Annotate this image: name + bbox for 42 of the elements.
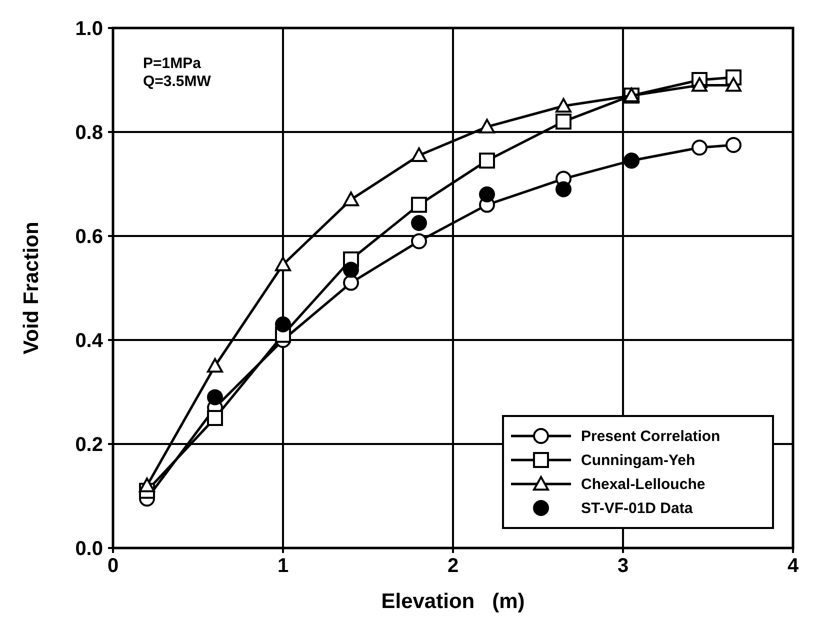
annotation: P=1MPa (143, 55, 202, 72)
point (207, 358, 223, 373)
x-tick-label: 0 (107, 555, 119, 577)
y-tick-label: 0.8 (75, 122, 103, 144)
legend-label: Cunningam-Yeh (581, 452, 696, 469)
point (275, 256, 291, 272)
y-axis-title: Void Fraction (20, 222, 43, 354)
point (556, 181, 572, 198)
y-tick-label: 1.0 (75, 18, 103, 40)
x-tick-label: 2 (447, 555, 459, 577)
x-tick-label: 1 (277, 555, 289, 577)
legend-label: Chexal-Lellouche (581, 476, 706, 493)
legend-label: ST-VF-01D Data (581, 500, 694, 517)
point (726, 137, 742, 153)
x-tick-label: 3 (617, 555, 629, 577)
point (479, 186, 495, 202)
point (479, 118, 495, 134)
point (207, 389, 223, 406)
point (411, 233, 427, 250)
point (692, 77, 708, 92)
point (275, 316, 291, 332)
point (692, 140, 708, 156)
annotation: Q=3.5MW (143, 73, 212, 90)
y-tick-label: 0.2 (75, 434, 103, 456)
y-tick-label: 0.0 (75, 538, 103, 560)
x-tick-label: 4 (787, 555, 800, 577)
point (343, 274, 359, 291)
point (207, 410, 223, 426)
point (479, 152, 495, 169)
point (726, 77, 742, 92)
y-tick-label: 0.4 (75, 330, 104, 352)
point (556, 114, 572, 130)
point (556, 98, 572, 113)
point (343, 192, 359, 206)
legend-label: Present Correlation (581, 428, 720, 445)
point (343, 262, 359, 278)
x-axis-title: Elevation (m) (381, 590, 525, 613)
y-tick-label: 0.6 (75, 226, 103, 248)
point (411, 147, 427, 162)
point (139, 478, 155, 492)
point (411, 196, 427, 213)
point (411, 215, 427, 231)
